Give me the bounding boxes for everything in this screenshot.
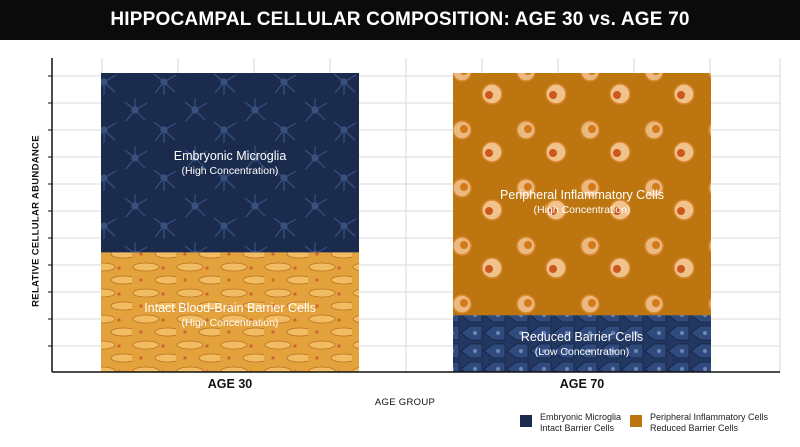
segment-label-main: Embryonic Microglia — [173, 149, 287, 163]
segment-label-main: Intact Blood-Brain Barrier Cells — [144, 301, 316, 315]
segment-label-sub: (Low Concentration) — [534, 346, 630, 358]
bar-texture-microglia — [101, 73, 359, 253]
legend-text-line2: Intact Barrier Cells — [540, 423, 615, 433]
segment-label-sub: (High Concentration) — [181, 317, 279, 329]
x-tick-label-age-30: AGE 30 — [207, 377, 253, 391]
legend-swatch — [520, 415, 532, 427]
legend-text-line2: Reduced Barrier Cells — [650, 423, 739, 433]
x-tick-label-age-70: AGE 70 — [559, 377, 605, 391]
segment-label-sub: (High Concentration) — [181, 165, 279, 177]
legend-swatch — [630, 415, 642, 427]
segment-label-main: Peripheral Inflammatory Cells — [500, 188, 664, 202]
bars — [101, 73, 711, 372]
bar-texture-barrier — [101, 252, 359, 372]
bar-texture-reduced-barrier — [453, 315, 711, 372]
legend-text-line1: Embryonic Microglia — [540, 412, 622, 422]
bar-texture-inflammatory — [453, 73, 711, 316]
chart-title-bar: HIPPOCAMPAL CELLULAR COMPOSITION: AGE 30… — [0, 0, 800, 40]
axes — [48, 58, 780, 373]
segment-label-main: Reduced Barrier Cells — [520, 330, 644, 344]
x-axis-label: AGE GROUP — [374, 397, 436, 408]
legend-item-microglia-barrier: Embryonic Microglia Intact Barrier Cells — [520, 412, 621, 434]
segment-label-reduced-barrier: Reduced Barrier Cells (Low Concentration… — [521, 330, 643, 358]
segment-label-sub: (High Concentration) — [533, 204, 631, 216]
segment-label-barrier: Intact Blood-Brain Barrier Cells (High C… — [144, 301, 316, 329]
legend-text-line1: Peripheral Inflammatory Cells — [650, 412, 769, 422]
chart-title: HIPPOCAMPAL CELLULAR COMPOSITION: AGE 30… — [110, 9, 690, 30]
segment-label-inflammatory: Peripheral Inflammatory Cells (High Conc… — [500, 188, 664, 216]
segment-label-microglia: Embryonic Microglia (High Concentration) — [174, 149, 287, 177]
y-axis-label: RELATIVE CELLULAR ABUNDANCE — [30, 135, 42, 307]
legend-item-inflammatory-reduced: Peripheral Inflammatory Cells Reduced Ba… — [630, 412, 768, 434]
